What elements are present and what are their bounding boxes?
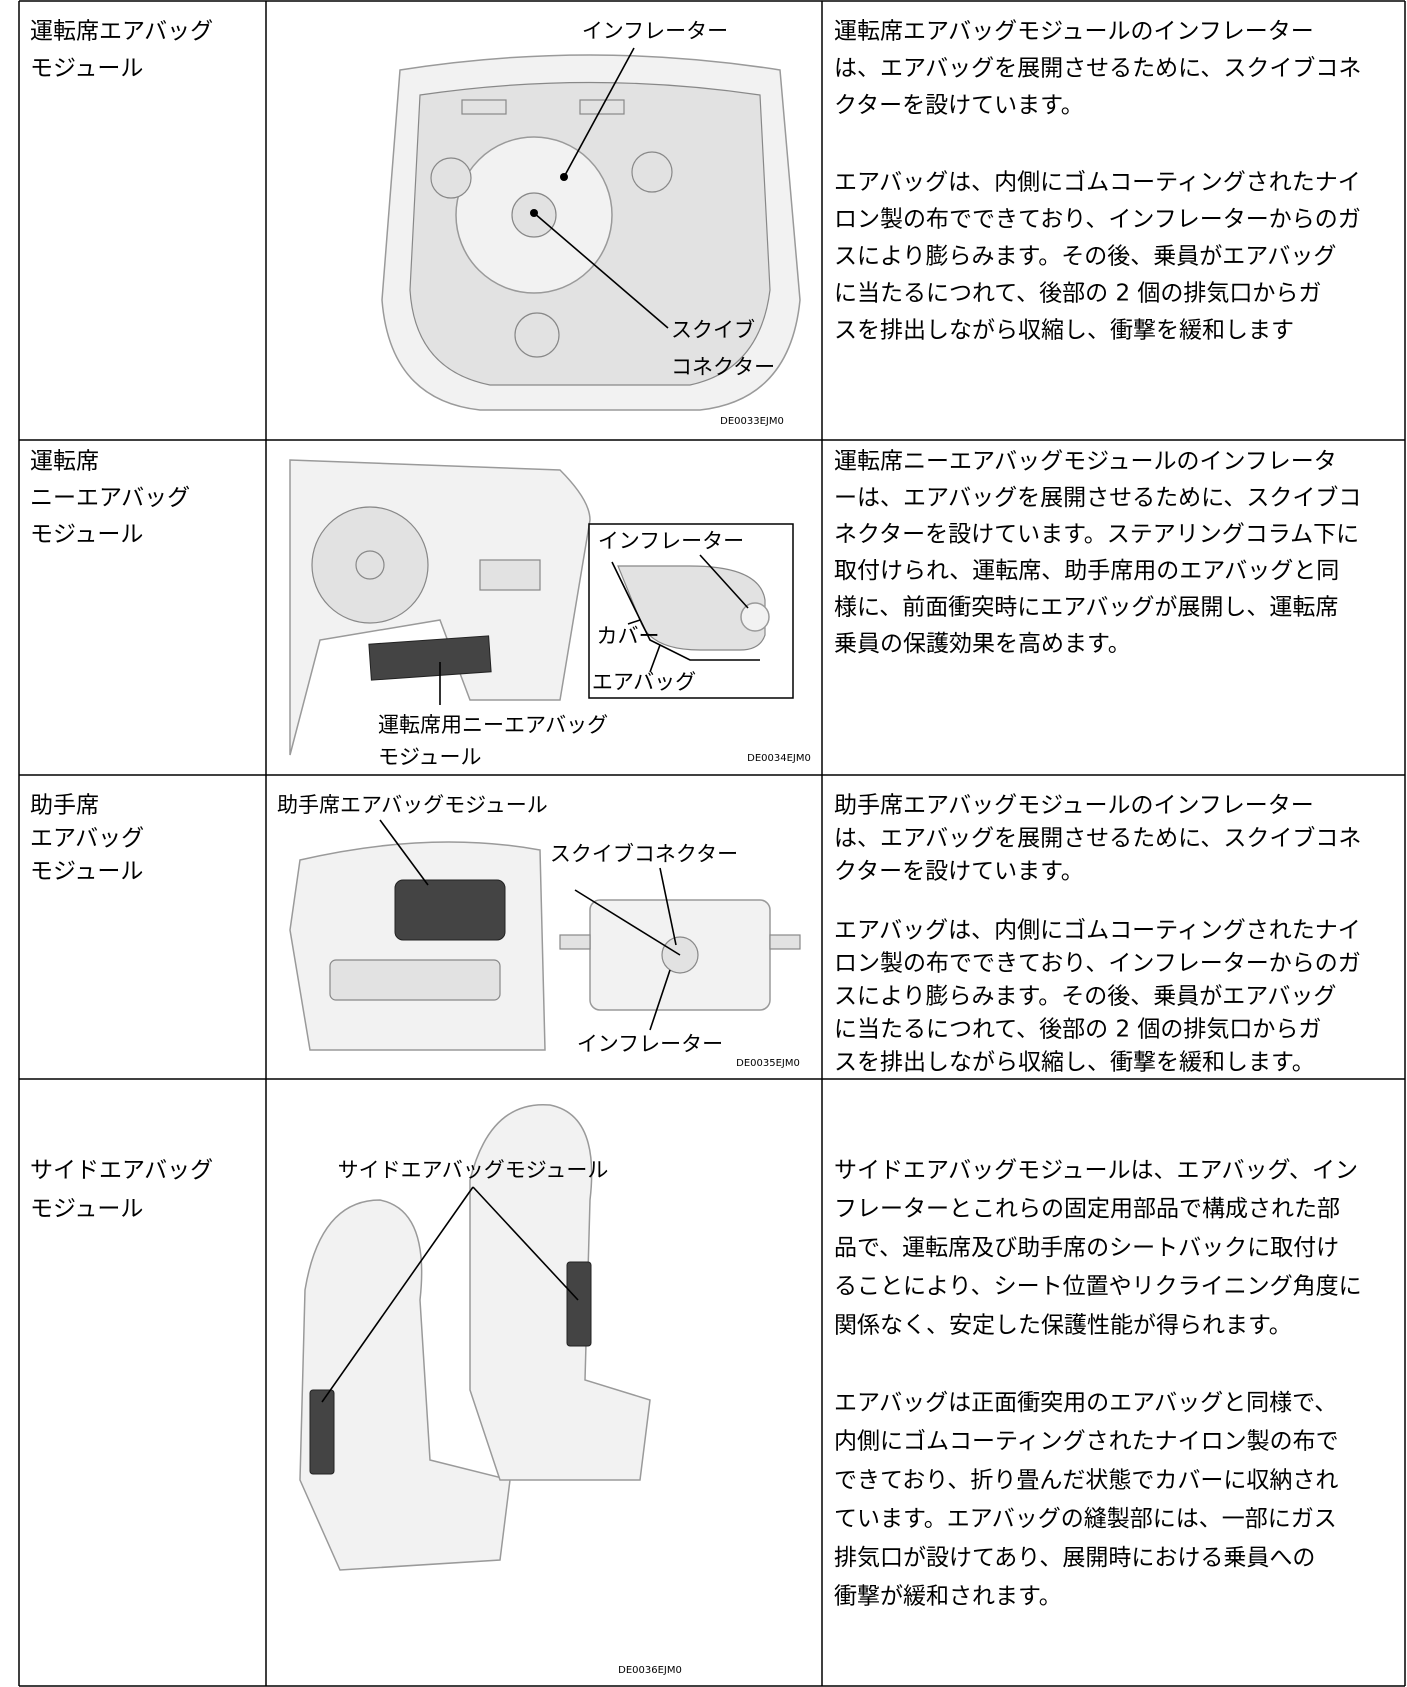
description-line: 関係なく、安定した保護性能が得られます。	[834, 1312, 1292, 1338]
description-line: 運転席ニーエアバッグモジュールのインフレータ	[834, 449, 1337, 475]
description-line: エアバッグは、内側にゴムコーティングされたナイ	[834, 170, 1361, 196]
knee-airbag-illustration	[289, 459, 794, 756]
description-line: 助手席エアバッグモジュールのインフレーター	[834, 793, 1314, 819]
figure-label: 助手席エアバッグモジュール	[277, 793, 548, 817]
figure-label: サイドエアバッグモジュール	[338, 1158, 609, 1182]
description-line: ネクターを設けています。ステアリングコラム下に	[834, 522, 1359, 548]
description-line: スを排出しながら収縮し、衝撃を緩和します。	[834, 1050, 1315, 1076]
description-line: クターを設けています。	[834, 93, 1084, 119]
description-line: 品で、運転席及び助手席のシートバックに取付け	[834, 1235, 1339, 1261]
figure-label: インフレーター	[577, 1032, 723, 1056]
row-name: モジュール	[30, 1196, 143, 1222]
row-name: ニーエアバッグ	[30, 485, 190, 511]
description-line: ることにより、シート位置やリクライニング角度に	[834, 1274, 1362, 1300]
figure-label: スクイブ	[671, 318, 755, 342]
row-name: 運転席	[30, 449, 99, 475]
description-line: ています。エアバッグの縫製部には、一部にガス	[834, 1506, 1337, 1532]
row-name: エアバッグ	[30, 826, 144, 852]
description-line: エアバッグは、内側にゴムコーティングされたナイ	[834, 918, 1361, 944]
row-name: 運転席エアバッグ	[30, 19, 213, 45]
description-line: に当たるにつれて、後部の 2 個の排気口からガ	[834, 281, 1321, 307]
description-line: フレーターとこれらの固定用部品で構成された部	[834, 1196, 1340, 1222]
figure-label: モジュール	[378, 745, 482, 769]
description-line: 排気口が設けてあり、展開時における乗員への	[834, 1545, 1315, 1571]
description-line: に当たるにつれて、後部の 2 個の排気口からガ	[834, 1017, 1321, 1043]
description-line: は、エアバッグを展開させるために、スクイブコネ	[834, 826, 1361, 852]
description-line: 乗員の保護効果を高めます。	[834, 631, 1131, 657]
table-texts: 運転席エアバッグモジュール運転席エアバッグモジュールのインフレーターは、エアバッ…	[30, 19, 1362, 1677]
description-line: ロン製の布でできており、インフレーターからのガ	[834, 951, 1361, 977]
description-line: スにより膨らみます。その後、乗員がエアバッグ	[834, 244, 1336, 270]
passenger-airbag-illustration	[289, 819, 801, 1051]
figure-label: コネクター	[671, 355, 775, 379]
row-name: サイドエアバッグ	[30, 1158, 213, 1184]
description-line: エアバッグは正面衝突用のエアバッグと同様で、	[834, 1390, 1337, 1416]
figure-code: DE0033EJM0	[720, 416, 784, 427]
row-name: モジュール	[30, 522, 143, 548]
figure-label: インフレーター	[598, 529, 744, 553]
figure-label: インフレーター	[582, 19, 728, 43]
table-grid	[18, 0, 1406, 1687]
figure-code: DE0034EJM0	[747, 753, 811, 764]
description-line: ーは、エアバッグを展開させるために、スクイブコ	[834, 485, 1361, 511]
row-name: 助手席	[30, 793, 99, 819]
figure-code: DE0036EJM0	[618, 1665, 682, 1676]
description-line: 運転席エアバッグモジュールのインフレーター	[834, 19, 1314, 45]
figure-label: 運転席用ニーエアバッグ	[378, 713, 608, 737]
description-line: ロン製の布でできており、インフレーターからのガ	[834, 207, 1361, 233]
description-line: サイドエアバッグモジュールは、エアバッグ、イン	[834, 1158, 1358, 1184]
description-line: は、エアバッグを展開させるために、スクイブコネ	[834, 56, 1361, 82]
figure-code: DE0035EJM0	[736, 1058, 800, 1069]
row-name: モジュール	[30, 859, 143, 885]
driver-airbag-illustration	[381, 47, 801, 411]
row-name: モジュール	[30, 56, 143, 82]
description-line: スを排出しながら収縮し、衝撃を緩和します	[834, 318, 1294, 344]
figure-label: カバー	[597, 624, 660, 648]
description-line: 様に、前面衝突時にエアバッグが展開し、運転席	[834, 595, 1338, 621]
description-line: 取付けられ、運転席、助手席用のエアバッグと同	[834, 558, 1339, 584]
description-line: できており、折り畳んだ状態でカバーに収納され	[834, 1467, 1338, 1493]
description-line: 内側にゴムコーティングされたナイロン製の布で	[834, 1429, 1339, 1455]
figure-label: スクイブコネクター	[550, 842, 738, 866]
side-airbag-illustration	[299, 1104, 651, 1571]
description-line: クターを設けています。	[834, 859, 1084, 885]
description-line: 衝撃が緩和されます。	[834, 1584, 1062, 1610]
description-line: スにより膨らみます。その後、乗員がエアバッグ	[834, 984, 1336, 1010]
figure-label: エアバッグ	[592, 670, 696, 694]
